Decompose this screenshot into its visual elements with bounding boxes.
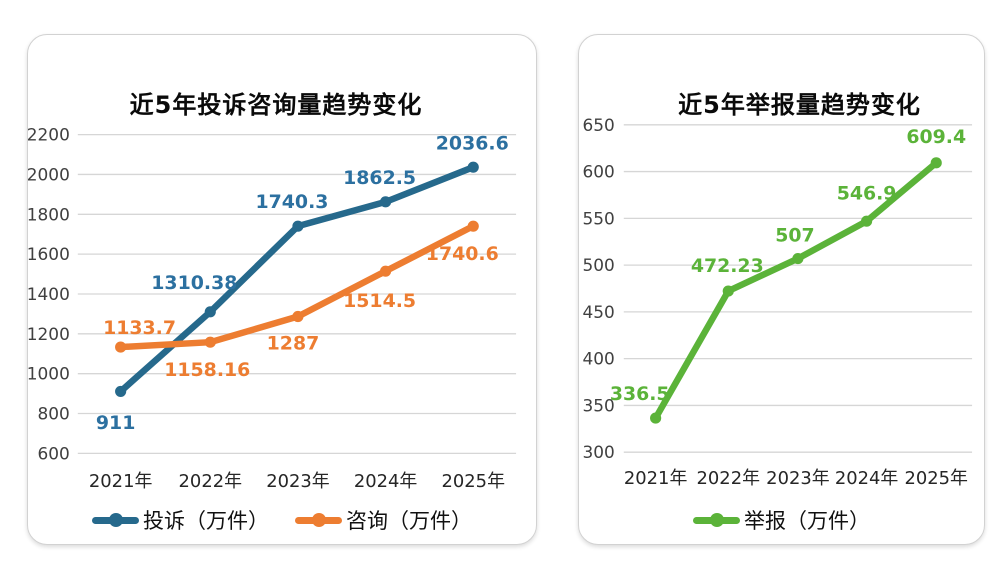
legend-label: 咨询（万件） (346, 509, 472, 533)
data-label: 609.4 (906, 126, 966, 148)
x-tick-label: 2022年 (697, 468, 761, 489)
data-label: 1740.3 (255, 191, 328, 213)
x-tick-label: 2023年 (266, 471, 330, 492)
data-point-marker (722, 285, 734, 297)
data-point-marker (930, 157, 942, 169)
y-tick-label: 350 (583, 395, 615, 415)
y-tick-label: 650 (583, 115, 615, 135)
data-point-marker (380, 265, 392, 277)
data-point-marker (380, 196, 392, 208)
data-label: 1862.5 (343, 167, 416, 189)
data-point-marker (115, 341, 127, 353)
data-point-marker (792, 252, 804, 265)
legend-line-marker-icon (92, 513, 139, 527)
chart-title: 近5年举报量趋势变化 (678, 91, 921, 119)
y-tick-label: 400 (583, 349, 615, 369)
legend-dot-icon (108, 513, 123, 527)
legend-item: 举报（万件） (693, 505, 870, 535)
data-label: 336.5 (610, 383, 670, 405)
data-point-marker (650, 412, 662, 424)
reports-chart-card: 近5年举报量趋势变化 300 350 400 450 500 550 600 650 2021年… (578, 34, 985, 545)
x-tick-label: 2022年 (179, 471, 243, 492)
y-tick-label: 450 (583, 302, 615, 322)
data-label: 2036.6 (436, 132, 509, 154)
legend-dot-icon (311, 513, 326, 527)
x-tick-label: 2024年 (835, 468, 899, 489)
complaints-consultations-chart-card: 近5年投诉咨询量趋势变化 600 800 1000 1200 1400 1600 1800 2… (27, 34, 537, 545)
data-label: 472.23 (691, 255, 764, 277)
data-label: 1133.7 (103, 317, 176, 339)
x-tick-label: 2025年 (904, 468, 968, 489)
data-point-marker (204, 336, 216, 348)
y-tick-label: 550 (583, 208, 615, 228)
y-tick-label: 600 (38, 443, 70, 463)
chart-title: 近5年投诉咨询量趋势变化 (129, 91, 423, 119)
legend: 举报（万件） (579, 503, 984, 537)
line-chart: 600 800 1000 1200 1400 1600 1800 2000 2200 2021年 2… (28, 125, 517, 492)
data-label: 1287 (267, 332, 320, 354)
legend-line-marker-icon (295, 513, 342, 527)
x-tick-label: 2023年 (766, 468, 830, 489)
data-label: 507 (775, 225, 814, 247)
data-label: 1310.38 (151, 272, 237, 294)
data-label: 1740.6 (426, 243, 499, 265)
data-label: 1514.5 (343, 290, 416, 312)
data-point-marker (204, 306, 216, 318)
data-point-marker (292, 310, 304, 323)
y-tick-label: 800 (38, 403, 70, 423)
y-tick-label: 600 (583, 162, 615, 182)
legend-label: 投诉（万件） (143, 509, 269, 533)
data-label: 1158.16 (164, 359, 250, 381)
y-tick-label: 2200 (28, 125, 70, 145)
legend: 投诉（万件） 咨询（万件） (28, 503, 536, 537)
y-tick-label: 1000 (28, 364, 70, 384)
legend-item: 咨询（万件） (295, 505, 472, 535)
legend-item: 投诉（万件） (92, 505, 269, 535)
data-point-marker (467, 220, 479, 232)
y-tick-label: 1200 (28, 324, 70, 344)
y-tick-label: 300 (583, 442, 615, 462)
x-tick-label: 2021年 (624, 468, 688, 489)
legend-label: 举报（万件） (744, 509, 870, 533)
legend-dot-icon (709, 513, 724, 527)
data-point-marker (292, 220, 304, 232)
y-tick-label: 1600 (28, 244, 70, 264)
data-label: 546.9 (837, 182, 897, 204)
x-tick-label: 2021年 (89, 471, 153, 492)
data-point-marker (115, 385, 127, 397)
data-point-marker (861, 215, 873, 227)
legend-line-marker-icon (693, 513, 740, 527)
data-label: 911 (96, 412, 135, 434)
y-tick-label: 1800 (28, 204, 70, 224)
x-tick-label: 2024年 (354, 471, 418, 492)
data-point-marker (467, 161, 479, 173)
y-tick-label: 2000 (28, 164, 70, 184)
y-tick-label: 500 (583, 255, 615, 275)
y-tick-label: 1400 (28, 284, 70, 304)
x-tick-label: 2025年 (442, 471, 506, 492)
